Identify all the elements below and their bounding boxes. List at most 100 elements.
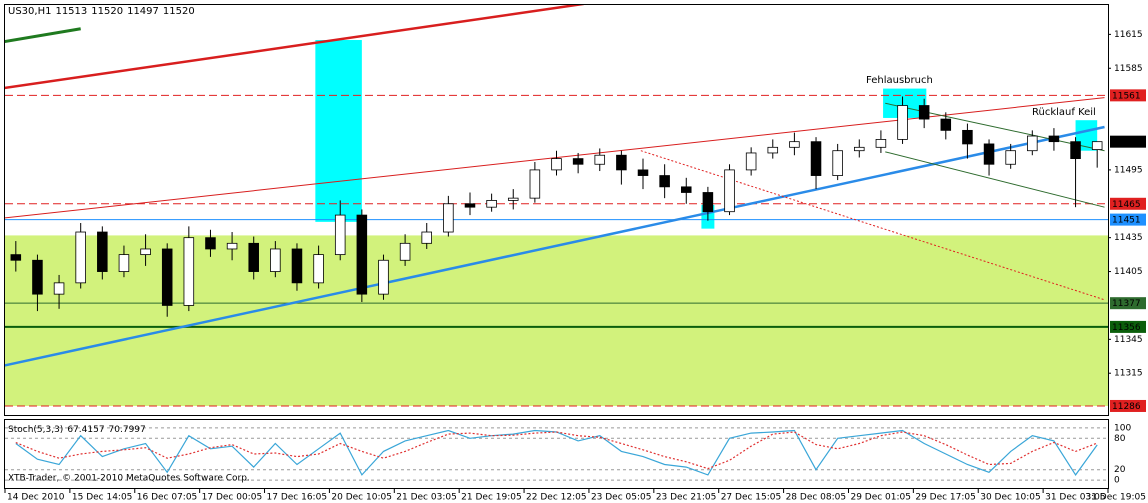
trend-line — [640, 150, 1105, 301]
candle-body — [616, 154, 627, 171]
main-value: 67.4157 — [67, 425, 104, 435]
candle-body — [940, 118, 952, 131]
candle-body — [32, 259, 43, 295]
x-tick-label: 27 Dec 15:05 — [721, 493, 782, 503]
y-tick-label: 11345 — [1114, 335, 1143, 345]
candle-body — [313, 254, 324, 284]
x-tick-label: 17 Dec 00:05 — [202, 493, 263, 503]
symbol: US30,H1 — [8, 6, 51, 17]
level-box — [1110, 89, 1146, 102]
stoch-line — [15, 431, 1098, 470]
candle-body — [745, 152, 757, 171]
price-frame — [4, 4, 1109, 416]
candle-body — [507, 197, 519, 201]
annotation: Rücklauf Keil — [1032, 107, 1096, 118]
candle-body — [680, 186, 692, 193]
level-box — [1110, 197, 1146, 210]
candle-body — [140, 248, 151, 256]
y-tick-label: 100 — [1114, 423, 1131, 433]
candle-body — [789, 141, 800, 148]
candle-body — [810, 141, 822, 176]
candle-body — [248, 242, 259, 272]
candle-body — [421, 231, 433, 244]
candle-body — [572, 158, 584, 165]
y-tick-label: 11435 — [1114, 233, 1143, 243]
x-tick-label: 17 Dec 16:05 — [267, 493, 328, 503]
candle-body — [10, 254, 22, 261]
x-tick-label: 31 Dec 03:05 — [1045, 493, 1106, 503]
x-tick-label: 29 Dec 01:05 — [850, 493, 911, 503]
level-label: 11465 — [1112, 200, 1141, 210]
x-tick-label: 29 Dec 17:05 — [915, 493, 976, 503]
candle-body — [767, 146, 779, 154]
candle-body — [702, 192, 714, 213]
price-box — [1110, 135, 1146, 148]
candle-body — [334, 214, 346, 256]
high-value: 11520 — [91, 6, 123, 17]
copyright: XTB-Trader, © 2001-2010 MetaQuotes Softw… — [8, 474, 250, 484]
candle-body — [399, 242, 411, 261]
candle-body — [53, 282, 65, 295]
candle-body — [854, 146, 865, 152]
candle-body — [594, 154, 606, 165]
annotation: Fehlausbruch — [866, 75, 933, 86]
stoch-frame — [4, 419, 1109, 489]
candle-body — [637, 169, 649, 176]
x-tick-label: 28 Dec 08:05 — [786, 493, 847, 503]
trend-line — [885, 151, 1105, 208]
level-label: 11377 — [1112, 299, 1141, 309]
trend-line — [5, 97, 1105, 219]
candle-body — [918, 105, 930, 120]
x-tick-label: 16 Dec 07:05 — [137, 493, 198, 503]
candle-body — [1070, 141, 1081, 160]
y-tick-label: 20 — [1114, 465, 1126, 475]
candle-body — [1091, 141, 1103, 150]
candle-body — [659, 175, 670, 188]
x-tick-label: 22 Dec 12:05 — [526, 493, 587, 503]
x-tick-label: 20 Dec 10:05 — [331, 493, 392, 503]
candle-body — [291, 248, 303, 284]
candle-body — [724, 169, 735, 213]
low-value: 11497 — [127, 6, 159, 17]
candle-body — [205, 237, 216, 250]
candle-body — [897, 105, 908, 140]
x-tick-label: 23 Dec 21:05 — [656, 493, 717, 503]
level-box — [1110, 399, 1146, 412]
x-tick-label: 21 Dec 19:05 — [461, 493, 522, 503]
candle-body — [118, 254, 130, 272]
candle-body — [226, 242, 238, 250]
stoch-line — [15, 429, 1098, 476]
level-box — [1110, 320, 1146, 333]
level-label: 11356 — [1112, 323, 1141, 333]
candle-body — [875, 139, 887, 148]
trend-line — [5, 5, 584, 90]
y-tick-label: 11585 — [1114, 64, 1143, 74]
y-tick-label: 80 — [1114, 434, 1126, 444]
candle-body — [378, 259, 389, 295]
x-tick-label: 23 Dec 05:05 — [591, 493, 652, 503]
y-tick-label: 11315 — [1114, 369, 1143, 379]
candle-body — [529, 169, 541, 199]
candle-body — [75, 231, 86, 284]
candle-body — [962, 129, 973, 145]
candle-body — [97, 231, 108, 272]
trend-line — [5, 27, 81, 44]
candle-body — [1027, 135, 1038, 152]
y-tick-label: 0 — [1114, 476, 1120, 486]
price-label: 11520 — [1112, 138, 1141, 148]
x-tick-label: 14 Dec 2010 — [7, 493, 65, 503]
candle-body — [551, 158, 562, 171]
indicator-name: Stoch(5,3,3) — [8, 425, 63, 435]
stoch-panel — [5, 427, 1108, 481]
candle-body — [832, 150, 843, 176]
highlight — [1075, 120, 1098, 151]
candle-body — [983, 143, 995, 165]
level-box — [1110, 297, 1146, 310]
level-box — [1110, 213, 1146, 226]
axes: 11561 11465 11451 11377 11356 11286 11315 11345… — [4, 30, 1146, 503]
candle-body — [443, 203, 454, 233]
x-tick-label: 31 Dec 19:05 — [1085, 493, 1146, 503]
open-value: 11513 — [55, 6, 87, 17]
candle-body — [1005, 150, 1016, 165]
